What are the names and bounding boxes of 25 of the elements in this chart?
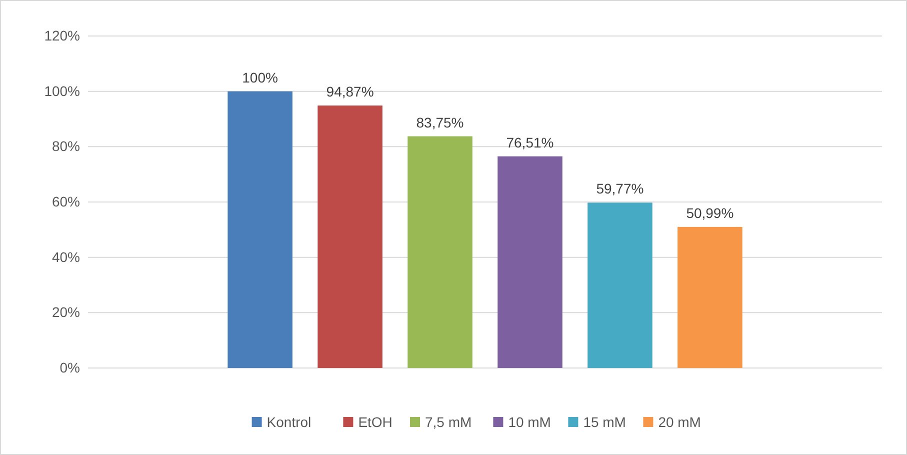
y-tick-label: 20% bbox=[52, 304, 80, 320]
bar bbox=[588, 202, 652, 368]
y-tick-label: 0% bbox=[60, 359, 80, 376]
bar bbox=[408, 136, 472, 368]
data-label: 100% bbox=[242, 69, 278, 86]
legend-label: 7,5 mM bbox=[425, 414, 472, 430]
legend-label: 10 mM bbox=[508, 414, 551, 430]
bar bbox=[318, 106, 382, 368]
legend-label: 15 mM bbox=[583, 414, 626, 430]
data-label: 76,51% bbox=[506, 134, 554, 150]
bar bbox=[228, 91, 292, 368]
y-tick-label: 40% bbox=[52, 248, 80, 265]
legend-label: Kontrol bbox=[266, 414, 312, 430]
legend-label: EtOH bbox=[358, 414, 392, 430]
y-tick-label: 100% bbox=[44, 82, 80, 99]
data-label: 94,87% bbox=[326, 84, 374, 100]
bar bbox=[678, 226, 742, 368]
y-tick-label: 60% bbox=[52, 193, 80, 210]
y-tick-label: 80% bbox=[52, 138, 80, 154]
y-tick-label: 120% bbox=[44, 27, 80, 44]
data-label: 83,75% bbox=[416, 114, 464, 130]
data-label: 59,77% bbox=[596, 180, 644, 197]
data-label: 50,99% bbox=[686, 204, 734, 221]
legend-label: 20 mM bbox=[658, 414, 701, 430]
bar bbox=[498, 156, 562, 368]
